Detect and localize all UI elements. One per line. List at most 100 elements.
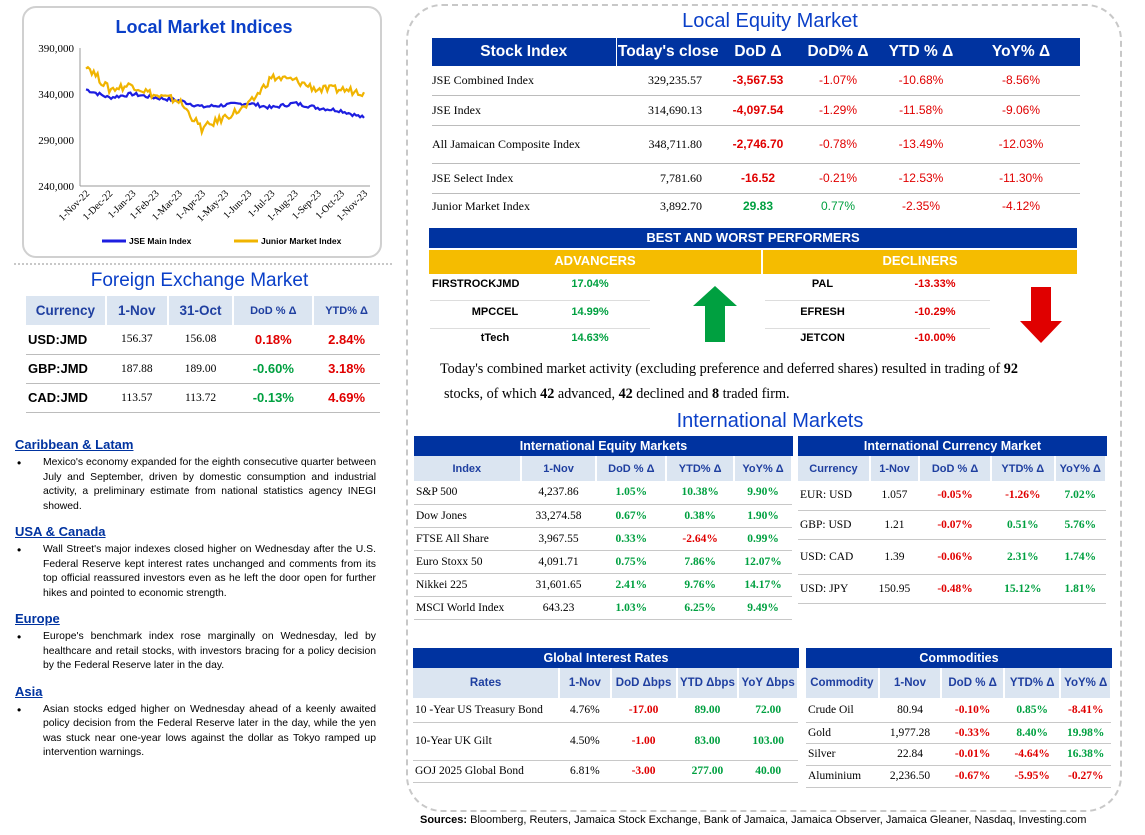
intl-equity-dod: 1.05% [596, 481, 667, 505]
down-arrow-icon [1020, 287, 1062, 343]
intl-equity-title: International Equity Markets [414, 436, 793, 456]
intl-equity-dod: 2.41% [596, 573, 667, 597]
fx-table: Currency 1-Nov 31-Oct DoD % Δ YTD% Δ USD:JMD… [26, 296, 381, 413]
equity-dod-pct: 0.77% [820, 199, 856, 214]
intl-equity-header: Index [414, 456, 522, 481]
equity-header: YTD % Δ [880, 38, 962, 66]
commod-ytd: 8.40% [1003, 722, 1061, 744]
equity-yoy: -11.30% [962, 163, 1080, 194]
rates-name: 10 -Year US Treasury Bond [413, 698, 560, 723]
equity-title: Local Equity Market [682, 10, 858, 32]
summary-text-2: stocks, of which [444, 386, 541, 402]
fx-header: 1-Nov [105, 296, 169, 325]
rates-yoy: 103.00 [738, 722, 798, 761]
intl-currency-name: USD: JPY [798, 574, 870, 604]
rates-header: Rates [413, 668, 561, 698]
intl-equity-value: 643.23 [520, 596, 597, 620]
commod-name: Gold [806, 722, 879, 744]
equity-yoy: -9.06% [962, 95, 1080, 126]
equity-ytd: -13.49% [880, 125, 962, 164]
commod-name: Crude Oil [806, 698, 879, 723]
equity-close: 7,781.60 [616, 163, 720, 194]
rates-value: 4.50% [559, 722, 611, 761]
commod-name: Silver [806, 743, 879, 766]
commod-dod: -0.01% [941, 743, 1004, 766]
intl-currency-value: 150.95 [869, 574, 920, 604]
intl-currency-title: International Currency Market [798, 436, 1107, 456]
intl-currency-name: GBP: USD [798, 510, 870, 540]
commod-yoy: 16.38% [1060, 743, 1111, 766]
summary-text-5: traded firm. [719, 386, 790, 402]
equity-ytd: -2.35% [901, 199, 941, 214]
intl-equity-yoy: 9.90% [734, 481, 792, 505]
intl-equity-dod: 0.67% [596, 504, 667, 528]
intl-equity-header: 1-Nov [520, 456, 598, 481]
intl-currency-row: USD: CAD 1.39 -0.06% 2.31% 1.74% [798, 539, 1106, 575]
decliner-name: JETCON [800, 332, 845, 344]
fx-header: Currency [26, 296, 107, 325]
commod-header: YTD% Δ [1003, 668, 1062, 698]
fx-ytd: 4.69% [313, 383, 380, 413]
news-item: USA & Canada Wall Street's major indexes … [15, 524, 376, 601]
y-tick-label: 240,000 [38, 181, 74, 193]
commod-row: Aluminium 2,236.50 -0.67% -5.95% -0.27% [806, 765, 1111, 788]
rates-yoy: 40.00 [738, 760, 798, 783]
equity-dod: -16.52 [720, 163, 796, 194]
commod-yoy: -0.27% [1060, 765, 1111, 788]
commod-value: 22.84 [878, 743, 942, 766]
commod-header: DoD % Δ [941, 668, 1005, 698]
equity-index-name: All Jamaican Composite Index [432, 125, 616, 164]
intl-equity-name: MSCI World Index [414, 596, 521, 620]
equity-dod-pct: -0.21% [796, 163, 880, 194]
advancer-value: 14.63% [571, 332, 609, 344]
commod-row: Crude Oil 80.94 -0.10% 0.85% -8.41% [806, 698, 1111, 723]
intl-equity-row: Dow Jones 33,274.58 0.67% 0.38% 1.90% [414, 504, 792, 528]
equity-yoy: -8.56% [962, 66, 1080, 96]
commod-ytd: 0.85% [1003, 698, 1061, 723]
rates-ytd: 89.00 [676, 698, 739, 723]
intl-equity-value: 4,237.86 [520, 481, 597, 505]
left-separator [14, 263, 392, 265]
intl-equity-name: S&P 500 [414, 481, 521, 505]
intl-equity-header: YTD% Δ [666, 456, 736, 481]
news-item: Asia Asian stocks edged higher on Wednesd… [15, 684, 376, 761]
summary-advanced: 42 [540, 386, 555, 402]
fx-dod: -0.60% [233, 354, 314, 384]
summary-firm: 8 [711, 386, 720, 402]
intl-equity-ytd: 9.76% [666, 573, 735, 597]
rates-ytd: 83.00 [676, 722, 739, 761]
commod-dod: -0.10% [941, 698, 1004, 723]
fx-ytd: 2.84% [313, 325, 380, 355]
fx-currency: GBP:JMD [26, 354, 106, 384]
intl-equity-ytd: 10.38% [666, 481, 735, 505]
rates-value: 6.81% [559, 760, 611, 783]
intl-equity-row: Euro Stoxx 50 4,091.71 0.75% 7.86% 12.07% [414, 550, 792, 574]
summary-text-4: declined and [632, 386, 712, 402]
equity-dod: 29.83 [742, 199, 774, 214]
indices-line-chart: 390,000340,000290,000240,0001-Nov-221-De… [38, 43, 370, 246]
intl-equity-ytd: 7.86% [666, 550, 735, 574]
equity-close: 329,235.57 [616, 66, 720, 96]
rates-ytd: 277.00 [676, 760, 739, 783]
fx-rate-today: 156.37 [105, 325, 168, 355]
decliner-value: -13.33% [914, 278, 956, 290]
news-text: Wall Street's major indexes closed highe… [15, 543, 376, 601]
fx-dod: 0.18% [233, 325, 314, 355]
news-item: Europe Europe's benchmark index rose marg… [15, 611, 376, 674]
intl-equity-value: 3,967.55 [520, 527, 597, 551]
equity-index-name: JSE Index [432, 95, 616, 126]
equity-row: JSE Select Index 7,781.60 -16.52 -0.21% -12.… [432, 163, 1080, 194]
intl-currency-header: DoD % Δ [919, 456, 992, 481]
rates-value: 4.76% [559, 698, 611, 723]
fx-title: Foreign Exchange Market [90, 270, 309, 291]
equity-table: Stock Index Today's close DoD Δ DoD% Δ YTD %… [432, 38, 1080, 219]
intl-currency-dod: -0.48% [919, 574, 991, 604]
equity-dod: -2,746.70 [720, 125, 796, 164]
intl-currency-yoy: 1.74% [1054, 539, 1106, 575]
rates-dod: -1.00 [610, 722, 677, 761]
intl-currency-header: YoY% Δ [1054, 456, 1108, 481]
market-summary: Today's combined market activity (exclud… [440, 357, 1090, 407]
intl-equity-value: 4,091.71 [520, 550, 597, 574]
intl-currency-yoy: 7.02% [1054, 481, 1106, 511]
advancer-name: MPCCEL [471, 306, 519, 318]
